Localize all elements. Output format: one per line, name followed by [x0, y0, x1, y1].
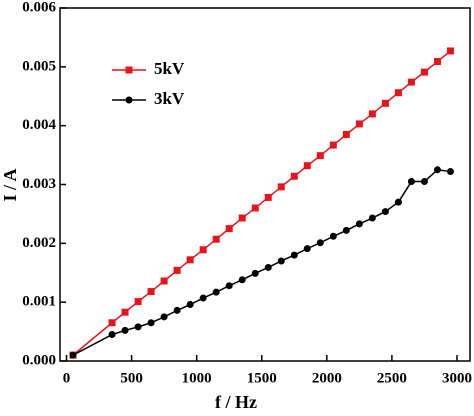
data-point [173, 306, 181, 314]
data-point [433, 58, 441, 66]
data-point [160, 277, 168, 285]
data-point [355, 120, 363, 128]
data-point [160, 313, 168, 321]
data-point [446, 168, 454, 176]
data-point [316, 152, 324, 160]
data-point [173, 266, 181, 274]
data-point [147, 288, 155, 296]
x-tick-label: 2500 [377, 370, 407, 386]
data-point [407, 178, 415, 186]
data-point [147, 319, 155, 327]
data-point [277, 257, 285, 265]
data-point [108, 319, 116, 327]
data-point [277, 183, 285, 191]
y-tick-label: 0.004 [22, 117, 56, 133]
y-tick-label: 0.005 [22, 58, 56, 74]
data-point [69, 351, 77, 359]
data-point [212, 235, 220, 243]
data-point [420, 68, 428, 76]
data-point [225, 282, 233, 290]
series-line [72, 50, 451, 356]
data-point [134, 323, 142, 331]
data-point [342, 130, 350, 138]
data-point [290, 172, 298, 180]
data-point [121, 308, 129, 316]
series-line [72, 169, 451, 356]
data-point [108, 331, 116, 339]
plot-frame [59, 7, 471, 362]
x-tick-label: 2000 [312, 370, 342, 386]
y-tick-label: 0.000 [22, 352, 56, 368]
data-point [251, 204, 259, 212]
data-point [121, 326, 129, 334]
x-tick-label: 0 [63, 370, 71, 386]
x-tick-label: 500 [120, 370, 143, 386]
data-point [186, 301, 194, 309]
data-point [199, 246, 207, 254]
legend-label: 5kV [154, 59, 185, 78]
data-point [251, 269, 259, 277]
y-tick-label: 0.006 [22, 0, 56, 15]
data-point [329, 141, 337, 149]
x-axis-label: f / Hz [215, 392, 257, 412]
data-point [381, 208, 389, 216]
data-point [238, 214, 246, 222]
legend-marker [125, 96, 133, 104]
data-point [225, 225, 233, 233]
data-point [342, 226, 350, 234]
data-point [368, 110, 376, 118]
y-tick-label: 0.002 [22, 235, 56, 251]
data-point [134, 298, 142, 306]
data-point [199, 294, 207, 302]
data-point [303, 245, 311, 253]
y-tick-label: 0.003 [22, 176, 56, 192]
legend-label: 3kV [154, 89, 185, 108]
data-point [381, 99, 389, 107]
data-point [420, 178, 428, 186]
x-tick-label: 1500 [247, 370, 277, 386]
data-point [394, 198, 402, 206]
data-point [316, 239, 324, 247]
data-point [433, 166, 441, 174]
y-tick-label: 0.001 [22, 294, 56, 310]
x-tick-label: 1000 [182, 370, 212, 386]
data-point [290, 251, 298, 259]
data-point [407, 78, 415, 86]
x-tick-label: 3000 [442, 370, 472, 386]
data-point [394, 89, 402, 97]
legend-marker [125, 66, 133, 74]
data-point [264, 193, 272, 201]
data-point [212, 288, 220, 296]
data-point [329, 232, 337, 240]
data-point [368, 214, 376, 222]
data-point [446, 47, 454, 55]
data-point [186, 256, 194, 264]
data-point [355, 220, 363, 228]
data-point [238, 276, 246, 284]
y-axis-label: I / A [0, 168, 20, 201]
data-point [264, 263, 272, 271]
data-point [303, 162, 311, 170]
